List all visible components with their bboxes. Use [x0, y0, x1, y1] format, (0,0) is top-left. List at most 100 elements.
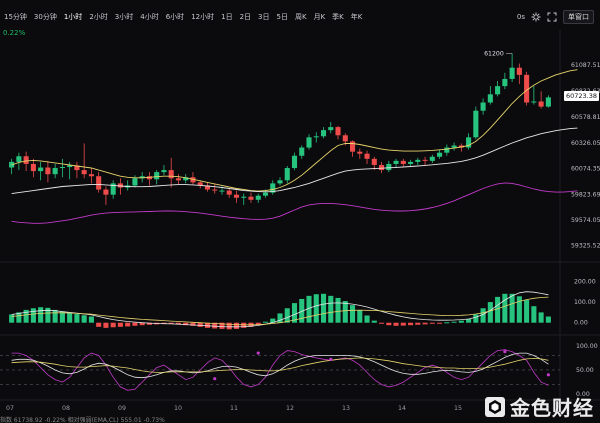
- macd-bar: [531, 306, 537, 323]
- macd-bar: [197, 322, 203, 327]
- macd-bar: [110, 322, 116, 328]
- candle-body: [103, 189, 109, 195]
- timeframe-12[interactable]: 周K: [294, 13, 307, 21]
- candle-body: [23, 156, 29, 164]
- timeframe-2[interactable]: 1小时: [63, 13, 83, 21]
- timeframe-5[interactable]: 4小时: [140, 13, 159, 21]
- macd-bar: [328, 295, 334, 323]
- timeframe-15[interactable]: 年K: [350, 13, 363, 21]
- candle-body: [212, 189, 218, 191]
- date-label: 10: [174, 405, 182, 412]
- macd-bar: [81, 315, 87, 323]
- osc-dot: [256, 351, 260, 355]
- fullscreen-icon[interactable]: [547, 12, 557, 22]
- candle-body: [408, 161, 414, 164]
- macd-bar: [117, 322, 123, 327]
- candle-body: [81, 170, 87, 175]
- osc-dot: [546, 373, 550, 377]
- candle-body: [487, 94, 493, 103]
- macd-bar: [444, 322, 450, 324]
- price-axis-label: 59325.52: [571, 242, 600, 249]
- candle-body: [349, 141, 356, 152]
- macd-bar: [168, 322, 174, 324]
- peak-price-label: 61200: [484, 50, 504, 57]
- candle-body: [545, 97, 551, 107]
- window-mode-button[interactable]: 单窗口: [563, 10, 594, 24]
- candle-body: [524, 74, 530, 103]
- macd-bar: [437, 322, 443, 324]
- macd-bar: [415, 322, 421, 325]
- candle-body: [364, 153, 370, 159]
- macd-bar: [270, 318, 276, 323]
- status-bar: 指数 61738.92 -0.22% 相对强弱(EMA,CL) 555.01 -…: [0, 417, 165, 423]
- timeframe-1[interactable]: 30分钟: [33, 13, 57, 21]
- candle-body: [357, 151, 363, 154]
- osc-yellow-line: [11, 357, 549, 373]
- candle-body: [502, 78, 508, 87]
- macd-bar: [516, 296, 522, 323]
- candle-body: [204, 185, 211, 190]
- candle-body: [168, 170, 174, 179]
- timeframe-9[interactable]: 2日: [239, 13, 252, 21]
- macd-bar: [284, 308, 290, 323]
- candle-body: [154, 172, 160, 180]
- osc-axis-label: 100.00: [576, 343, 598, 350]
- candle-body: [226, 190, 232, 195]
- macd-bar: [495, 296, 501, 323]
- candle-body: [400, 160, 406, 164]
- timeframe-7[interactable]: 12小时: [191, 13, 215, 21]
- candle-body: [67, 165, 73, 168]
- macd-bar: [175, 322, 181, 325]
- osc-dot: [503, 350, 507, 354]
- candle-body: [16, 156, 22, 162]
- timeframe-0[interactable]: 15分钟: [4, 13, 27, 21]
- candle-body: [219, 190, 225, 192]
- candle-body: [335, 127, 341, 136]
- date-label: 13: [342, 405, 350, 412]
- candle-body: [110, 183, 116, 195]
- candle-body: [342, 135, 348, 142]
- macd-yellow-line: [11, 296, 549, 326]
- timeframe-10[interactable]: 3日: [258, 13, 270, 21]
- macd-axis-label: 100.00: [574, 299, 596, 306]
- date-label: 07: [6, 405, 14, 412]
- candle-body: [161, 170, 167, 173]
- candle-body: [277, 180, 283, 184]
- candle-body: [117, 183, 123, 188]
- timeframe-4[interactable]: 3小时: [114, 13, 134, 21]
- candle-body: [328, 127, 334, 131]
- timeframe-14[interactable]: 季K: [332, 13, 344, 21]
- candle-body: [96, 176, 102, 190]
- macd-bar: [291, 303, 298, 323]
- macd-bar: [524, 300, 530, 323]
- candle-body: [241, 196, 247, 198]
- price-axis-label: 59823.69: [571, 191, 600, 198]
- osc-axis-label: 50.00: [576, 367, 594, 374]
- macd-bar: [509, 293, 515, 323]
- timeframe-3[interactable]: 2小时: [89, 13, 108, 21]
- macd-bar: [96, 322, 102, 327]
- timeframe-6[interactable]: 6小时: [165, 13, 185, 21]
- timeframe-11[interactable]: 5日: [276, 13, 288, 21]
- timeframe-8[interactable]: 1日: [221, 13, 233, 21]
- macd-bar: [313, 294, 319, 323]
- candle-body: [139, 176, 145, 179]
- macd-bar: [487, 302, 493, 323]
- macd-bar: [52, 309, 58, 323]
- candle-body: [255, 195, 261, 200]
- candle-body: [183, 177, 189, 181]
- macd-bar: [451, 321, 457, 323]
- timeframe-13[interactable]: 月K: [313, 13, 326, 21]
- macd-bar: [335, 297, 341, 323]
- watermark-text: 金色财经: [510, 396, 594, 420]
- candle-body: [197, 182, 203, 186]
- candle-body: [306, 137, 312, 148]
- macd-bar: [480, 308, 486, 323]
- settings-icon[interactable]: [531, 12, 541, 22]
- macd-bar: [277, 313, 283, 323]
- macd-bar: [16, 312, 22, 323]
- macd-bar: [183, 322, 189, 326]
- macd-bar: [379, 322, 385, 324]
- price-axis-label: 61087.51: [571, 62, 600, 69]
